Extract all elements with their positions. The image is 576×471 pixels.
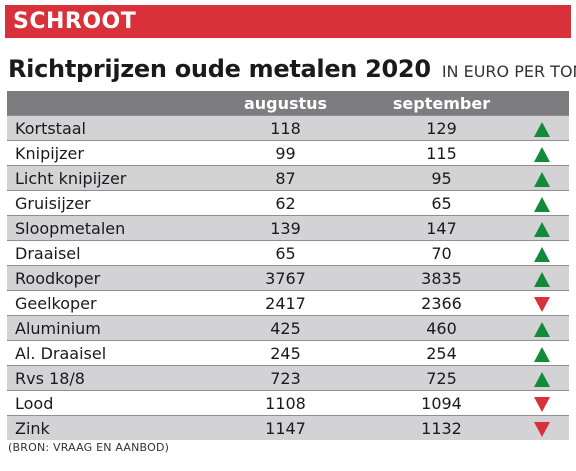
column-header-name: [7, 91, 202, 116]
trend-cell: [514, 415, 569, 440]
column-header-trend: [514, 91, 569, 116]
table-header-row: augustus september: [7, 91, 569, 116]
trend-cell: [514, 115, 569, 141]
metal-name: Draaisel: [7, 240, 202, 266]
triangle-up-icon: [533, 171, 550, 187]
table-row: Knipijzer 99 115: [7, 140, 569, 166]
trend-cell: [514, 365, 569, 391]
metal-name: Aluminium: [7, 315, 202, 341]
table-row: Lood 1108 1094: [7, 390, 569, 416]
heading: Richtprijzen oude metalen 2020 IN EURO P…: [8, 55, 576, 89]
price-augustus: 87: [202, 165, 369, 191]
triangle-up-icon: [533, 371, 550, 387]
triangle-up-icon: [533, 121, 550, 137]
price-september: 725: [369, 365, 514, 391]
table-row: Rvs 18/8 723 725: [7, 365, 569, 391]
triangle-up-icon: [533, 146, 550, 162]
table-row: Sloopmetalen 139 147: [7, 215, 569, 241]
metal-name: Licht knipijzer: [7, 165, 202, 191]
triangle-down-icon: [533, 421, 550, 437]
price-september: 147: [369, 215, 514, 241]
price-september: 254: [369, 340, 514, 366]
price-augustus: 139: [202, 215, 369, 241]
section-banner: SCHROOT: [5, 5, 571, 38]
price-september: 95: [369, 165, 514, 191]
trend-cell: [514, 315, 569, 341]
price-augustus: 65: [202, 240, 369, 266]
table-row: Draaisel 65 70: [7, 240, 569, 266]
table-row: Al. Draaisel 245 254: [7, 340, 569, 366]
column-header-augustus: augustus: [202, 91, 369, 116]
metal-name: Knipijzer: [7, 140, 202, 166]
price-augustus: 118: [202, 115, 369, 141]
trend-cell: [514, 215, 569, 241]
trend-cell: [514, 390, 569, 416]
triangle-up-icon: [533, 221, 550, 237]
triangle-down-icon: [533, 396, 550, 412]
triangle-up-icon: [533, 246, 550, 262]
price-september: 129: [369, 115, 514, 141]
trend-cell: [514, 265, 569, 291]
unit-label: IN EURO PER TON: [441, 62, 576, 81]
trend-cell: [514, 240, 569, 266]
table-row: Zink 1147 1132: [7, 415, 569, 440]
triangle-down-icon: [533, 296, 550, 312]
price-september: 3835: [369, 265, 514, 291]
triangle-up-icon: [533, 321, 550, 337]
price-september: 1094: [369, 390, 514, 416]
metal-name: Sloopmetalen: [7, 215, 202, 241]
trend-cell: [514, 165, 569, 191]
trend-cell: [514, 340, 569, 366]
trend-cell: [514, 140, 569, 166]
metal-name: Gruisijzer: [7, 190, 202, 216]
source-note: (BRON: VRAAG EN AANBOD): [8, 441, 170, 454]
metal-name: Zink: [7, 415, 202, 440]
metal-name: Roodkoper: [7, 265, 202, 291]
price-augustus: 99: [202, 140, 369, 166]
price-table: augustus september Kortstaal 118 129 Knipij…: [7, 91, 569, 440]
trend-cell: [514, 290, 569, 316]
price-september: 115: [369, 140, 514, 166]
triangle-up-icon: [533, 196, 550, 212]
price-september: 460: [369, 315, 514, 341]
metal-name: Rvs 18/8: [7, 365, 202, 391]
table-row: Geelkoper 2417 2366: [7, 290, 569, 316]
price-augustus: 2417: [202, 290, 369, 316]
table-body: Kortstaal 118 129 Knipijzer 99 115 Licht knipi…: [7, 115, 569, 440]
metal-name: Kortstaal: [7, 115, 202, 141]
metal-name: Al. Draaisel: [7, 340, 202, 366]
price-september: 65: [369, 190, 514, 216]
banner-label: SCHROOT: [13, 9, 137, 34]
price-augustus: 245: [202, 340, 369, 366]
trend-cell: [514, 190, 569, 216]
table-row: Gruisijzer 62 65: [7, 190, 569, 216]
page-title: Richtprijzen oude metalen 2020: [8, 55, 431, 83]
column-header-september: september: [369, 91, 514, 116]
table-row: Roodkoper 3767 3835: [7, 265, 569, 291]
triangle-up-icon: [533, 271, 550, 287]
price-augustus: 1108: [202, 390, 369, 416]
price-augustus: 62: [202, 190, 369, 216]
price-augustus: 1147: [202, 415, 369, 440]
price-september: 2366: [369, 290, 514, 316]
price-augustus: 3767: [202, 265, 369, 291]
metal-name: Lood: [7, 390, 202, 416]
price-september: 70: [369, 240, 514, 266]
table-row: Licht knipijzer 87 95: [7, 165, 569, 191]
metal-name: Geelkoper: [7, 290, 202, 316]
table-row: Aluminium 425 460: [7, 315, 569, 341]
price-augustus: 425: [202, 315, 369, 341]
table-row: Kortstaal 118 129: [7, 115, 569, 141]
price-september: 1132: [369, 415, 514, 440]
price-augustus: 723: [202, 365, 369, 391]
triangle-up-icon: [533, 346, 550, 362]
